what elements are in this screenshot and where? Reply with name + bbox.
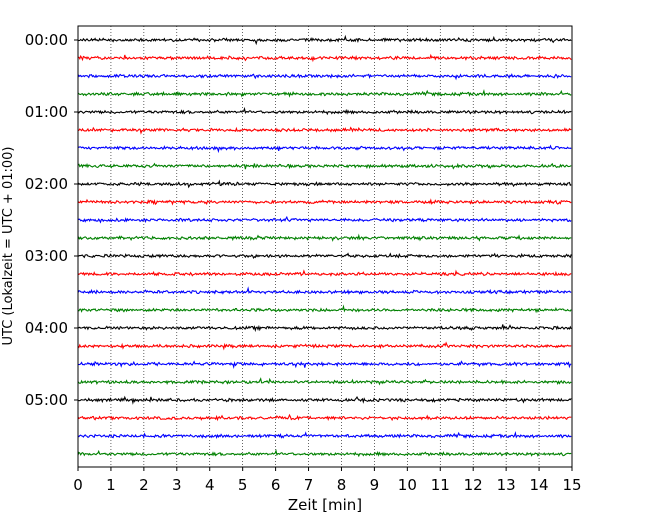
y-tick-label: 03:00 bbox=[25, 247, 68, 265]
trace-line bbox=[77, 448, 572, 458]
y-axis-label: UTC (Lokalzeit = UTC + 01:00) bbox=[1, 147, 16, 346]
x-tick-label: 3 bbox=[172, 476, 182, 494]
trace-line bbox=[77, 304, 572, 314]
trace-line bbox=[77, 198, 572, 206]
trace-line bbox=[77, 324, 572, 333]
plot-frame bbox=[77, 25, 573, 468]
trace-line bbox=[77, 360, 572, 369]
trace-line bbox=[77, 126, 572, 135]
trace-line bbox=[77, 430, 572, 440]
trace-line bbox=[77, 413, 572, 422]
x-tick-label: 7 bbox=[304, 476, 314, 494]
y-tick-label: 05:00 bbox=[25, 391, 68, 409]
x-tick-label: 8 bbox=[337, 476, 347, 494]
x-tick-label: 1 bbox=[106, 476, 116, 494]
y-tick-label: 02:00 bbox=[25, 175, 68, 193]
trace-line bbox=[77, 252, 572, 259]
y-tick-label: 01:00 bbox=[25, 103, 68, 121]
x-tick-label: 9 bbox=[370, 476, 380, 494]
trace-line bbox=[77, 377, 572, 386]
x-axis-label: Zeit [min] bbox=[288, 496, 362, 514]
trace-line bbox=[77, 233, 572, 242]
x-tick-label: 12 bbox=[464, 476, 483, 494]
x-tick-label: 15 bbox=[562, 476, 581, 494]
trace-line bbox=[77, 73, 572, 81]
y-tick-label: 04:00 bbox=[25, 319, 68, 337]
trace-line bbox=[77, 179, 572, 189]
plot-background bbox=[78, 26, 572, 467]
trace-line bbox=[77, 395, 572, 405]
trace-line bbox=[77, 106, 572, 116]
x-tick-label: 13 bbox=[497, 476, 516, 494]
x-tick-label: 10 bbox=[398, 476, 417, 494]
y-tick-label: 00:00 bbox=[25, 31, 68, 49]
trace-line bbox=[77, 53, 572, 63]
x-tick-label: 2 bbox=[139, 476, 149, 494]
x-tick-label: 11 bbox=[431, 476, 450, 494]
trace-line bbox=[77, 88, 572, 98]
trace-line bbox=[77, 269, 572, 277]
x-axis: 0 1 2 3 4 5 6 7 8 9 10 11 12 13 14 15 bbox=[73, 467, 582, 494]
x-tick-label: 0 bbox=[73, 476, 83, 494]
trace-line bbox=[77, 162, 572, 170]
x-tick-label: 4 bbox=[205, 476, 215, 494]
trace-line bbox=[77, 286, 572, 295]
x-tick-label: 6 bbox=[271, 476, 281, 494]
trace-line bbox=[77, 215, 572, 224]
x-tick-label: 14 bbox=[530, 476, 549, 494]
trace-line bbox=[77, 144, 572, 154]
trace-line bbox=[77, 341, 572, 351]
y-axis: 00:00 01:00 02:00 03:00 04:00 05:00 bbox=[25, 31, 78, 409]
x-tick-label: 5 bbox=[238, 476, 248, 494]
trace-series bbox=[77, 34, 572, 458]
trace-line bbox=[77, 34, 572, 46]
